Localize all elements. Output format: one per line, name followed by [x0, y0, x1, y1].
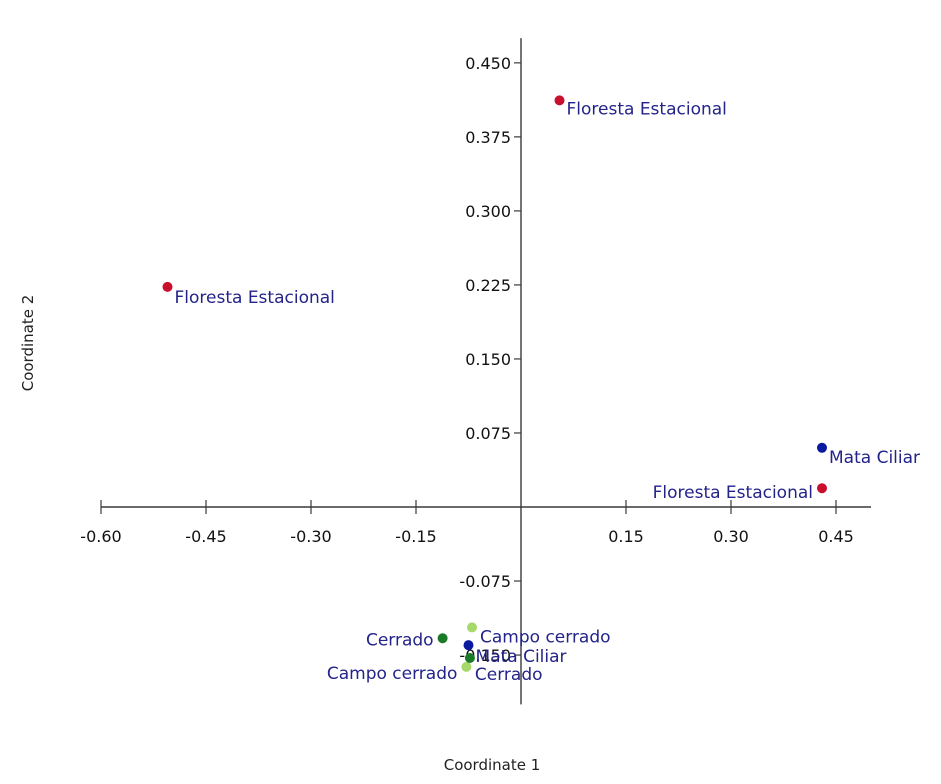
data-point-campo-cerrado [467, 622, 477, 633]
y-tick-label: 0.450 [465, 54, 511, 73]
x-tick-label: 0.45 [818, 527, 854, 546]
point-labels: Floresta Estacional Floresta Estacional Fl… [175, 99, 921, 685]
point-label: Floresta Estacional [567, 99, 727, 119]
data-point-mata-ciliar [817, 442, 827, 453]
axes [101, 38, 871, 705]
point-label: Cerrado [475, 665, 543, 685]
point-label: Floresta Estacional [653, 483, 813, 503]
y-tick-label: 0.225 [465, 276, 511, 295]
x-axis-title: Coordinate 1 [444, 756, 541, 774]
point-label: Floresta Estacional [175, 288, 335, 308]
x-tick-label: -0.45 [185, 527, 226, 546]
point-label: Mata Ciliar [476, 647, 567, 667]
x-tick-label: -0.30 [290, 527, 331, 546]
y-tick-label: 0.375 [465, 128, 511, 147]
data-point-floresta-estacional [554, 95, 565, 106]
point-label: Campo cerrado [480, 627, 611, 647]
tick-marks: -0.60 -0.45 -0.30 -0.15 0.15 0.30 0.45 0.450 0.3… [80, 54, 854, 665]
data-point-campo-cerrado [461, 661, 472, 672]
point-label: Cerrado [366, 630, 434, 650]
y-tick-label: -0.075 [459, 572, 511, 591]
point-label: Mata Ciliar [829, 448, 920, 468]
data-point-cerrado [464, 653, 475, 664]
data-point-cerrado [437, 633, 448, 644]
y-tick-label: 0.150 [465, 350, 511, 369]
data-points [162, 95, 827, 672]
data-point-floresta-estacional [817, 483, 827, 494]
y-tick-label: 0.300 [465, 202, 511, 221]
data-point-mata-ciliar [463, 640, 474, 651]
y-axis-title: Coordinate 2 [19, 295, 37, 392]
x-tick-label: -0.15 [395, 527, 436, 546]
x-tick-label: -0.60 [80, 527, 121, 546]
y-tick-label: 0.075 [465, 424, 511, 443]
x-tick-label: 0.15 [608, 527, 644, 546]
data-point-floresta-estacional [162, 281, 173, 292]
point-label: Campo cerrado [327, 664, 458, 684]
x-tick-label: 0.30 [713, 527, 749, 546]
